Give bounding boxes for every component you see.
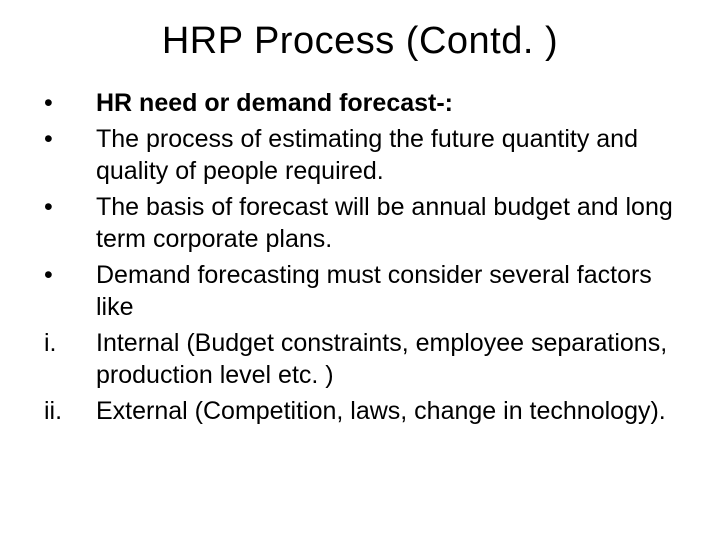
- slide: HRP Process (Contd. ) •HR need or demand…: [0, 0, 720, 540]
- list-item-text: The process of estimating the future qua…: [96, 123, 680, 187]
- list-item-text: HR need or demand forecast-:: [96, 87, 680, 119]
- list-item-text: The basis of forecast will be annual bud…: [96, 191, 680, 255]
- list-item-text: External (Competition, laws, change in t…: [96, 395, 680, 427]
- list-marker: ii.: [40, 395, 96, 427]
- list-marker: •: [40, 191, 96, 255]
- list-item-text: Internal (Budget constraints, employee s…: [96, 327, 680, 391]
- bullet-list: •HR need or demand forecast-:•The proces…: [40, 87, 680, 427]
- list-item-text: Demand forecasting must consider several…: [96, 259, 680, 323]
- slide-title: HRP Process (Contd. ): [40, 20, 680, 63]
- list-marker: •: [40, 87, 96, 119]
- list-marker: •: [40, 259, 96, 323]
- list-marker: i.: [40, 327, 96, 391]
- list-marker: •: [40, 123, 96, 187]
